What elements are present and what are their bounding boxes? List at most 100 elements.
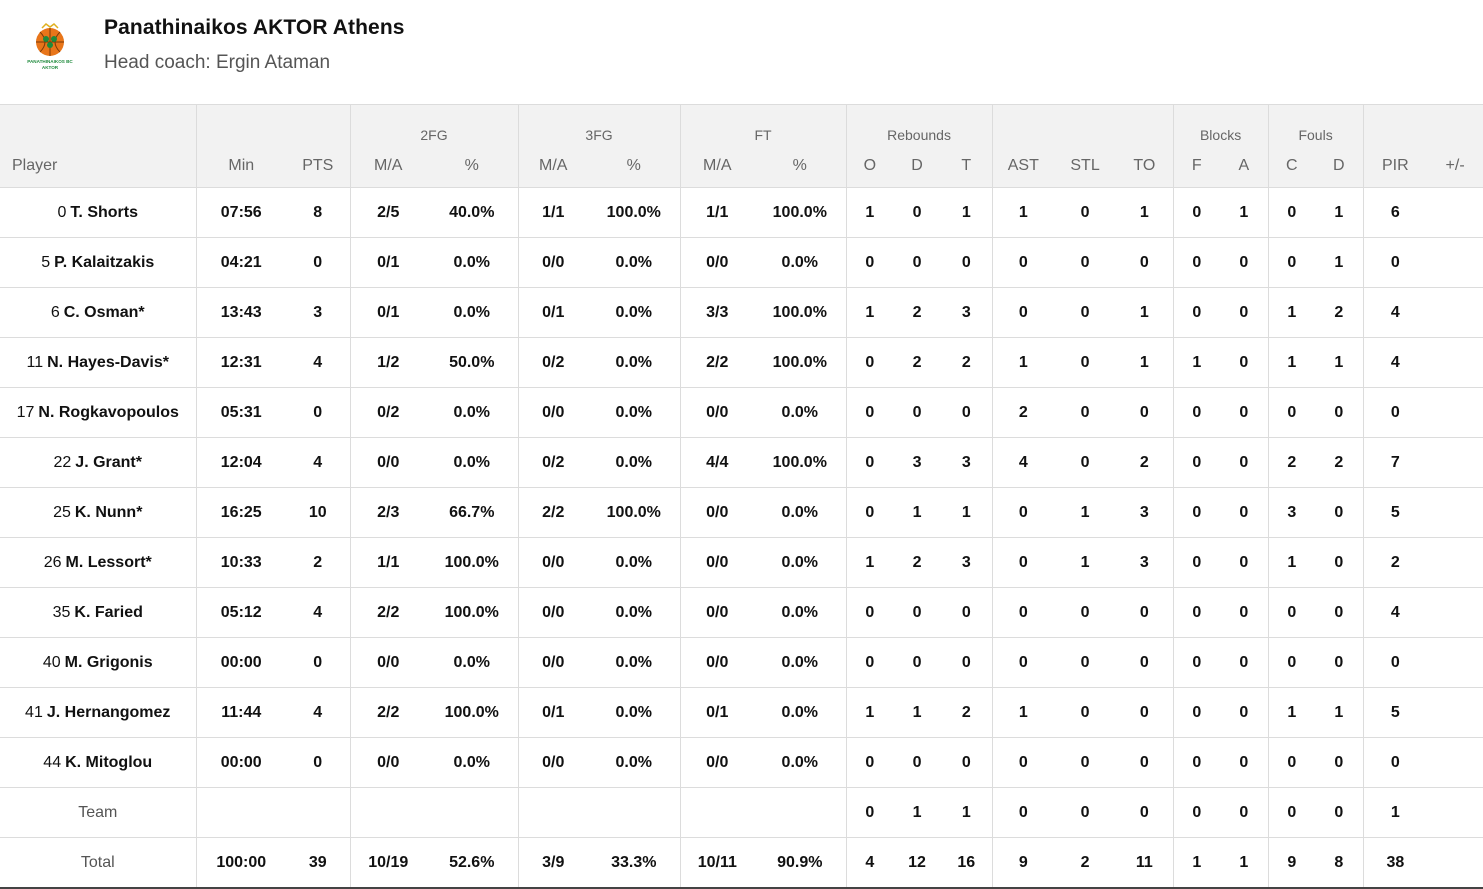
cell-foul-d: 8 <box>1315 837 1364 889</box>
player-name[interactable]: N. Hayes-Davis* <box>47 353 169 371</box>
cell-to: 0 <box>1116 637 1174 688</box>
cell-ft-ma: 0/0 <box>679 387 755 438</box>
player-cell[interactable]: 11 N. Hayes-Davis* <box>0 337 196 388</box>
cell-foul-d: 1 <box>1315 187 1364 238</box>
player-row[interactable]: 41 J. Hernangomez 11:44 4 2/2 100.0% 0/1 0.0% 0/… <box>0 687 1483 738</box>
player-cell[interactable]: 35 K. Faried <box>0 587 196 638</box>
player-row[interactable]: 22 J. Grant* 12:04 4 0/0 0.0% 0/2 0.0% 4/4 100.0%… <box>0 437 1483 488</box>
player-row[interactable]: 26 M. Lessort* 10:33 2 1/1 100.0% 0/0 0.0% 0/0 0.… <box>0 537 1483 588</box>
player-name[interactable]: M. Lessort* <box>65 553 152 571</box>
cell-3fg-ma: 0/0 <box>517 237 589 288</box>
cell-2fg-pct: 0.0% <box>426 387 519 438</box>
cell-foul-d: 0 <box>1315 737 1364 788</box>
player-row[interactable]: 44 K. Mitoglou 00:00 0 0/0 0.0% 0/0 0.0% 0/0 0.0%… <box>0 737 1483 788</box>
player-row[interactable]: 40 M. Grigonis 00:00 0 0/0 0.0% 0/0 0.0% 0/0 0.0%… <box>0 637 1483 688</box>
player-name[interactable]: P. Kalaitzakis <box>54 253 155 271</box>
cell-ast: 1 <box>991 337 1055 388</box>
cell-2fg-pct: 0.0% <box>426 287 519 338</box>
cell-reb-t: 2 <box>941 337 993 388</box>
player-cell[interactable]: 25 K. Nunn* <box>0 487 196 538</box>
cell-blk-f: 0 <box>1172 387 1221 438</box>
player-name[interactable]: K. Nunn* <box>74 503 143 521</box>
col-to: TO <box>1116 144 1174 188</box>
cell-min: 00:00 <box>195 637 286 688</box>
cell-reb-t: 1 <box>941 187 993 238</box>
cell-2fg-pct <box>426 787 519 838</box>
cell-reb-o: 0 <box>845 637 894 688</box>
player-row[interactable]: 25 K. Nunn* 16:25 10 2/3 66.7% 2/2 100.0% 0/0 0.0… <box>0 487 1483 538</box>
svg-text:PANATHINAIKOS BC: PANATHINAIKOS BC <box>27 59 73 64</box>
player-name[interactable]: K. Mitoglou <box>65 753 153 771</box>
cell-reb-d: 3 <box>893 437 942 488</box>
cell-reb-d: 0 <box>893 587 942 638</box>
col-reb-o: O <box>845 144 894 188</box>
cell-reb-d: 1 <box>893 787 942 838</box>
player-cell[interactable]: 41 J. Hernangomez <box>0 687 196 738</box>
player-number: 44 <box>43 753 62 771</box>
player-row[interactable]: 11 N. Hayes-Davis* 12:31 4 1/2 50.0% 0/2 0.0% 2/… <box>0 337 1483 388</box>
cell-blk-a: 0 <box>1220 637 1269 688</box>
cell-ast: 0 <box>991 537 1055 588</box>
cell-3fg-ma: 0/0 <box>517 637 589 688</box>
cell-reb-t: 1 <box>941 787 993 838</box>
cell-blk-a: 1 <box>1220 187 1269 238</box>
player-cell[interactable]: 6 C. Osman* <box>0 287 196 338</box>
cell-foul-c: 0 <box>1267 587 1316 638</box>
player-name[interactable]: K. Faried <box>74 603 143 621</box>
player-row[interactable]: 35 K. Faried 05:12 4 2/2 100.0% 0/0 0.0% 0/0 0.0%… <box>0 587 1483 638</box>
player-cell[interactable]: 22 J. Grant* <box>0 437 196 488</box>
player-cell[interactable]: 17 N. Rogkavopoulos <box>0 387 196 438</box>
player-row[interactable]: 17 N. Rogkavopoulos 05:31 0 0/2 0.0% 0/0 0.0% 0/… <box>0 387 1483 438</box>
cell-pir: 5 <box>1362 687 1428 738</box>
cell-pir: 0 <box>1362 637 1428 688</box>
cell-reb-d: 2 <box>893 337 942 388</box>
total-row-label: Total <box>0 837 196 889</box>
cell-2fg-ma: 0/2 <box>349 387 426 438</box>
player-cell[interactable]: 5 P. Kalaitzakis <box>0 237 196 288</box>
player-row[interactable]: 0 T. Shorts 07:56 8 2/5 40.0% 1/1 100.0% 1/1 100.… <box>0 187 1483 238</box>
cell-reb-t: 3 <box>941 537 993 588</box>
col-ast: AST <box>991 144 1055 188</box>
player-cell[interactable]: 26 M. Lessort* <box>0 537 196 588</box>
cell-plusminus <box>1427 687 1483 738</box>
player-name[interactable]: J. Grant* <box>75 453 142 471</box>
cell-ft-pct: 0.0% <box>754 537 847 588</box>
cell-2fg-pct: 0.0% <box>426 737 519 788</box>
cell-pts: 4 <box>286 337 350 388</box>
player-row[interactable]: 5 P. Kalaitzakis 04:21 0 0/1 0.0% 0/0 0.0% 0/0 0.… <box>0 237 1483 288</box>
cell-min: 05:31 <box>195 387 286 438</box>
cell-pir: 1 <box>1362 787 1428 838</box>
cell-ft-ma: 0/0 <box>679 637 755 688</box>
cell-reb-d: 1 <box>893 687 942 738</box>
col-foul-c: C <box>1267 144 1316 188</box>
boxscore-body: 0 T. Shorts 07:56 8 2/5 40.0% 1/1 100.0% 1/1 100.… <box>0 187 1483 889</box>
player-name[interactable]: C. Osman* <box>63 303 145 321</box>
player-cell[interactable]: 0 T. Shorts <box>0 187 196 238</box>
header-blank <box>991 104 1174 144</box>
player-cell[interactable]: 40 M. Grigonis <box>0 637 196 688</box>
header-blank <box>0 104 196 144</box>
cell-reb-d: 0 <box>893 737 942 788</box>
cell-plusminus <box>1427 487 1483 538</box>
cell-foul-d: 0 <box>1315 637 1364 688</box>
player-name[interactable]: J. Hernangomez <box>46 703 171 721</box>
cell-stl: 2 <box>1054 837 1117 889</box>
cell-ast: 1 <box>991 187 1055 238</box>
cell-ft-pct: 100.0% <box>754 337 847 388</box>
cell-pir: 38 <box>1362 837 1428 889</box>
cell-pir: 6 <box>1362 187 1428 238</box>
cell-plusminus <box>1427 537 1483 588</box>
cell-2fg-pct: 100.0% <box>426 687 519 738</box>
cell-reb-o: 0 <box>845 587 894 638</box>
cell-ft-pct: 100.0% <box>754 287 847 338</box>
cell-to: 1 <box>1116 287 1174 338</box>
player-name[interactable]: M. Grigonis <box>64 653 153 671</box>
player-name[interactable]: N. Rogkavopoulos <box>38 403 179 421</box>
total-row: Total 100:00 39 10/19 52.6% 3/9 33.3% 10/11 90.9… <box>0 837 1483 889</box>
player-row[interactable]: 6 C. Osman* 13:43 3 0/1 0.0% 0/1 0.0% 3/3 100.0% 1… <box>0 287 1483 338</box>
cell-3fg-pct: 0.0% <box>588 337 681 388</box>
player-cell[interactable]: 44 K. Mitoglou <box>0 737 196 788</box>
player-name[interactable]: T. Shorts <box>70 203 138 221</box>
cell-plusminus <box>1427 287 1483 338</box>
cell-to: 0 <box>1116 737 1174 788</box>
